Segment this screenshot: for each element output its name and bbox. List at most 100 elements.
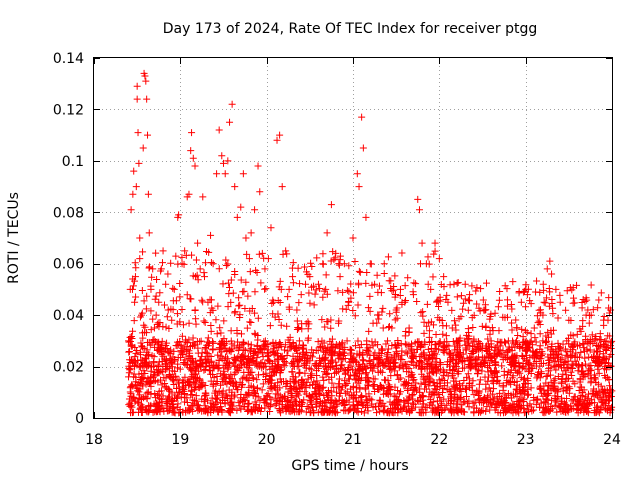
data-point xyxy=(380,376,388,384)
data-point xyxy=(132,349,140,357)
data-point xyxy=(152,292,160,300)
data-point xyxy=(584,339,592,347)
data-point xyxy=(554,339,562,347)
data-point xyxy=(271,382,279,390)
x-tick-label: 23 xyxy=(517,432,535,448)
data-point xyxy=(231,308,239,316)
data-point xyxy=(298,383,306,391)
data-point xyxy=(483,397,491,405)
data-point xyxy=(546,257,554,265)
data-point xyxy=(191,380,199,388)
data-point xyxy=(220,367,228,375)
data-point xyxy=(187,386,195,394)
data-point xyxy=(499,397,507,405)
data-point xyxy=(341,370,349,378)
data-point xyxy=(381,402,389,410)
data-point xyxy=(240,345,248,353)
data-point xyxy=(570,294,578,302)
data-point xyxy=(578,362,586,370)
data-point xyxy=(602,355,610,363)
data-point xyxy=(526,400,534,408)
data-point xyxy=(574,367,582,375)
data-point xyxy=(178,332,186,340)
data-point xyxy=(579,340,587,348)
data-point xyxy=(304,325,312,333)
data-point xyxy=(227,327,235,335)
data-point xyxy=(241,305,249,313)
data-point xyxy=(414,195,422,203)
data-point xyxy=(597,289,605,297)
data-point xyxy=(378,308,386,316)
data-point xyxy=(375,282,383,290)
data-point xyxy=(263,399,271,407)
data-point xyxy=(318,316,326,324)
data-point xyxy=(347,391,355,399)
data-point xyxy=(420,349,428,357)
data-point xyxy=(253,268,261,276)
data-point xyxy=(174,400,182,408)
data-point xyxy=(339,346,347,354)
data-point xyxy=(584,367,592,375)
data-point xyxy=(566,347,574,355)
data-point xyxy=(601,397,609,405)
data-point xyxy=(423,322,431,330)
data-point xyxy=(187,355,195,363)
data-point xyxy=(407,369,415,377)
data-point xyxy=(415,206,423,214)
data-point xyxy=(563,394,571,402)
axis-ticks xyxy=(94,58,613,419)
data-point xyxy=(604,316,612,324)
data-point xyxy=(573,400,581,408)
data-point xyxy=(391,316,399,324)
data-point xyxy=(539,280,547,288)
data-point xyxy=(569,284,577,292)
data-point xyxy=(153,275,161,283)
data-point xyxy=(426,375,434,383)
data-point xyxy=(178,253,186,261)
data-point xyxy=(159,352,167,360)
data-point xyxy=(565,374,573,382)
data-point xyxy=(439,385,447,393)
data-point xyxy=(320,287,328,295)
data-point xyxy=(286,338,294,346)
data-point xyxy=(296,408,304,416)
data-point xyxy=(345,375,353,383)
data-point xyxy=(143,405,151,413)
data-point xyxy=(349,401,357,409)
data-point xyxy=(237,203,245,211)
y-tick-label: 0.02 xyxy=(53,360,84,376)
data-point xyxy=(155,298,163,306)
data-point xyxy=(400,360,408,368)
data-point xyxy=(401,298,409,306)
data-point xyxy=(149,315,157,323)
data-point xyxy=(312,394,320,402)
data-point xyxy=(384,337,392,345)
data-point xyxy=(328,392,336,400)
data-point xyxy=(462,384,470,392)
data-point xyxy=(143,358,151,366)
data-point xyxy=(188,342,196,350)
data-point xyxy=(345,288,353,296)
data-point xyxy=(301,369,309,377)
data-point xyxy=(523,351,531,359)
data-point xyxy=(156,395,164,403)
data-point xyxy=(562,358,570,366)
data-point xyxy=(533,277,541,285)
data-point xyxy=(559,340,567,348)
data-point xyxy=(509,278,517,286)
data-point xyxy=(196,265,204,273)
data-point xyxy=(576,383,584,391)
data-point xyxy=(136,379,144,387)
data-point xyxy=(319,260,327,268)
data-point xyxy=(220,159,227,167)
data-point xyxy=(499,313,507,321)
data-point xyxy=(491,346,499,354)
data-point xyxy=(231,268,239,276)
data-point xyxy=(524,390,532,398)
data-point xyxy=(559,384,567,392)
data-point xyxy=(283,380,291,388)
data-point xyxy=(280,377,288,385)
data-point xyxy=(272,364,280,372)
data-point xyxy=(243,250,251,258)
